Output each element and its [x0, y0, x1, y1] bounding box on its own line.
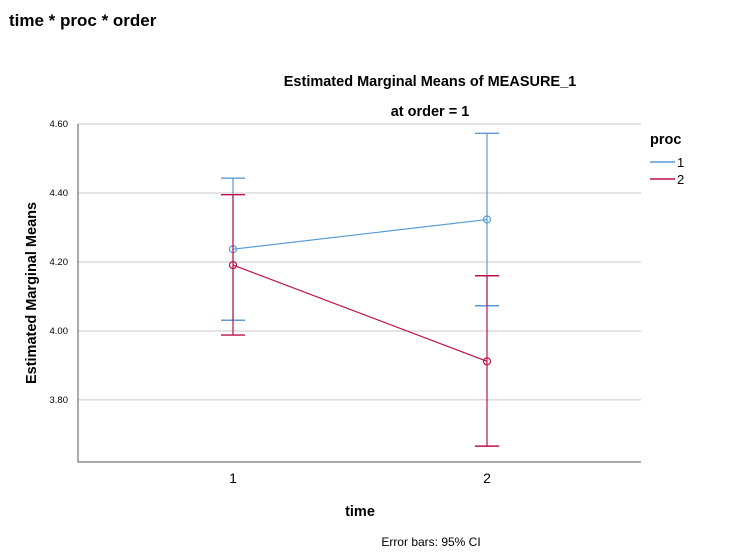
series-line	[232, 218, 488, 250]
series-2	[221, 194, 499, 447]
y-tick-labels: 3.80 4.00 4.20 4.40 4.60	[50, 119, 69, 406]
chart-subtitle: at order = 1	[391, 104, 470, 120]
legend-label: 2	[677, 172, 684, 187]
y-tick-label: 4.00	[50, 326, 69, 337]
y-tick-label: 3.80	[50, 395, 69, 406]
data-point	[482, 357, 492, 366]
y-tick-label: 4.60	[50, 119, 69, 130]
x-tick-label: 1	[229, 470, 237, 486]
legend-title: proc	[650, 132, 681, 148]
legend-label: 1	[677, 155, 684, 170]
gridlines	[78, 123, 641, 401]
y-tick-label: 4.40	[50, 188, 69, 199]
data-point	[482, 215, 492, 224]
series-line	[232, 264, 488, 362]
section-heading: time * proc * order	[9, 11, 157, 30]
chart-title: Estimated Marginal Means of MEASURE_1	[284, 74, 577, 90]
y-tick-label: 4.20	[50, 257, 69, 268]
y-axis-label: Estimated Marginal Means	[24, 202, 40, 384]
series-1	[221, 132, 499, 321]
data-point	[228, 260, 238, 270]
axes	[77, 124, 641, 463]
x-tick-label: 2	[483, 470, 491, 486]
x-axis-label: time	[345, 504, 375, 520]
footnote: Error bars: 95% CI	[381, 535, 480, 549]
series	[221, 132, 499, 447]
legend: proc 1 2	[650, 132, 684, 187]
